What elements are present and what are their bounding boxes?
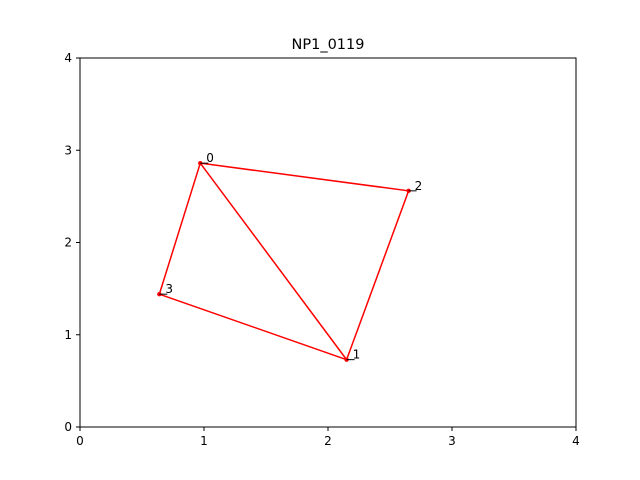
point-label-3: 3 (165, 282, 173, 296)
point-marker-2 (406, 188, 411, 194)
point-marker-1 (344, 357, 349, 362)
edge-line-4 (199, 162, 348, 361)
edge-line-1 (345, 189, 410, 361)
x-tick-label-1: 1 (200, 434, 208, 448)
x-tick-label-0: 0 (76, 434, 84, 448)
y-tick-label-1: 1 (64, 328, 72, 342)
x-tick-label-3: 3 (448, 434, 456, 448)
y-tick-label-3: 3 (64, 143, 72, 157)
point-labels-layer: 0 1 2 3 (159, 151, 423, 362)
edge-line-2 (158, 293, 348, 361)
x-axis-ticks: 0 1 2 3 4 (76, 427, 580, 448)
x-tick-label-2: 2 (324, 434, 332, 448)
point-label-1: 1 (353, 348, 361, 362)
y-tick-label-4: 4 (64, 51, 72, 65)
edge-line-0 (199, 162, 410, 192)
chart-title: NP1_0119 (292, 37, 365, 53)
x-tick-label-4: 4 (572, 434, 580, 448)
edges-layer (158, 162, 410, 361)
y-tick-label-2: 2 (64, 236, 72, 250)
y-axis-ticks: 0 1 2 3 4 (64, 51, 80, 434)
point-label-0: 0 (206, 151, 214, 165)
edge-line-3 (158, 162, 202, 296)
y-tick-label-0: 0 (64, 420, 72, 434)
point-label-2: 2 (415, 179, 423, 193)
